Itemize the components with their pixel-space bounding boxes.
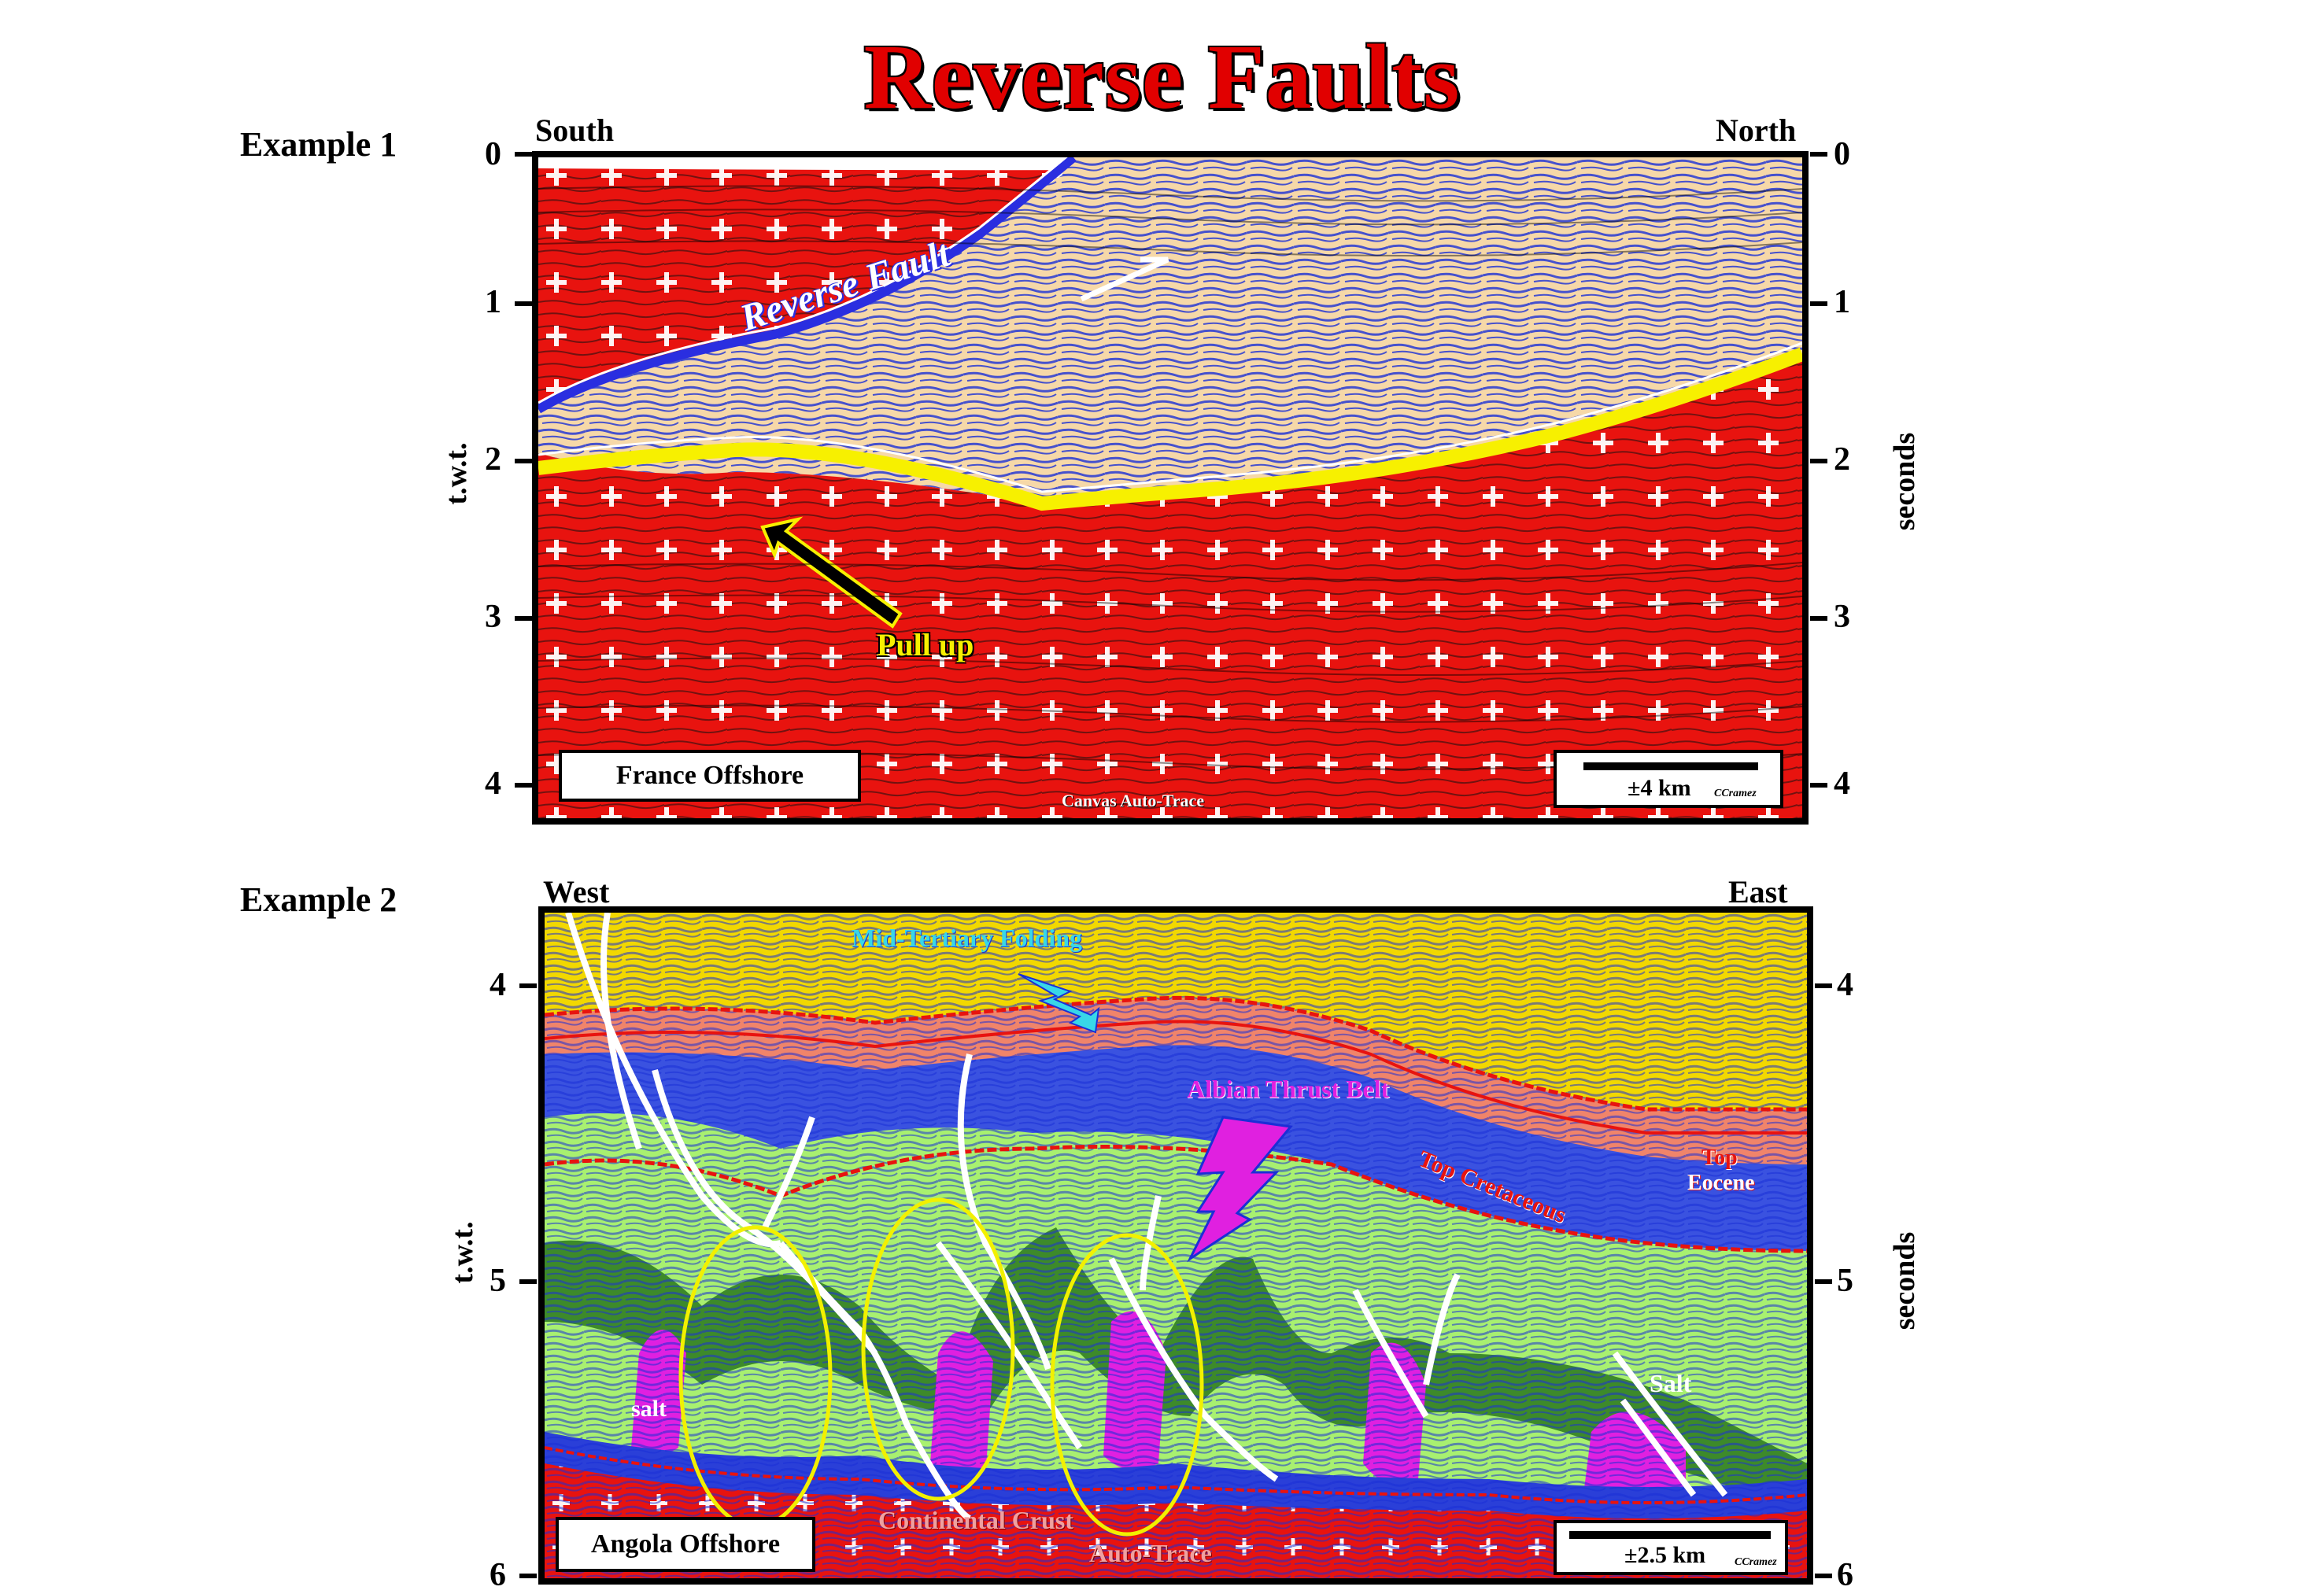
trace-label: Auto-Trace <box>1089 1539 1212 1567</box>
example-1-right-axis-title: seconds <box>1888 432 1921 531</box>
pull-up-arrow <box>760 516 903 629</box>
credit-label: CCramez <box>1714 788 1757 799</box>
scale-label: ±4 km <box>1628 775 1691 801</box>
tick-mark <box>519 1574 537 1578</box>
example-1-left-tick: 3 <box>485 599 501 635</box>
example-2-right-tick: 4 <box>1837 967 1853 1003</box>
example-2-left-axis-title: t.w.t. <box>446 1221 479 1284</box>
tick-mark <box>1810 301 1827 306</box>
example-2-seismic-panel: Mid-Tertiary Folding Albian Thrust Belt … <box>538 906 1813 1585</box>
example-2-left-direction: West <box>543 874 610 910</box>
example-1-left-tick: 4 <box>485 766 501 802</box>
tick-mark <box>1810 616 1827 621</box>
reverse-fault-line <box>538 157 1077 414</box>
example-2-right-tick: 5 <box>1837 1263 1853 1299</box>
pull-up-label: Pull up <box>877 627 974 662</box>
top-eocene-label-line2: Eocene <box>1687 1171 1755 1195</box>
example-2-left-tick: 5 <box>490 1263 506 1299</box>
example-1-right-tick: 1 <box>1834 284 1850 320</box>
tick-mark <box>1815 1279 1832 1284</box>
example-1-right-tick: 2 <box>1834 441 1850 478</box>
scale-box: ±2.5 km CCramez <box>1554 1520 1788 1575</box>
tick-mark <box>1815 1574 1832 1578</box>
example-2-right-tick: 6 <box>1837 1557 1853 1593</box>
trace-label: Canvas Auto-Trace <box>1062 791 1205 810</box>
slip-arrow <box>1080 256 1169 302</box>
example-1-left-direction: South <box>535 113 615 148</box>
scale-box: ±4 km CCramez <box>1554 750 1783 808</box>
tick-mark <box>515 783 532 788</box>
continental-crust-label: Continental Crust <box>878 1506 1074 1534</box>
top-cretaceous-horizon <box>545 1145 1807 1253</box>
salt-right-label: Salt <box>1650 1369 1692 1397</box>
folding-bolt-icon <box>1018 973 1100 1034</box>
tick-mark <box>515 616 532 621</box>
example-2-right-axis-title: seconds <box>1888 1231 1921 1330</box>
yellow-horizon <box>538 347 1802 511</box>
scale-bar <box>1583 762 1758 770</box>
scale-label: ±2.5 km <box>1624 1542 1706 1568</box>
example-1-left-tick: 0 <box>485 136 501 172</box>
example-2-label: Example 2 <box>240 880 397 919</box>
location-box: Angola Offshore <box>556 1517 815 1572</box>
example-1-right-tick: 3 <box>1834 599 1850 635</box>
tick-mark <box>1815 983 1832 988</box>
example-1-right-direction: North <box>1716 113 1797 148</box>
example-1-right-tick: 0 <box>1834 136 1850 172</box>
example-1-left-tick: 2 <box>485 441 501 478</box>
top-eocene-horizon <box>545 995 1807 1112</box>
page-title: Reverse Faults <box>863 25 1461 128</box>
mid-tertiary-folding-label: Mid-Tertiary Folding <box>852 924 1083 952</box>
example-2-right-direction: East <box>1728 874 1788 910</box>
example-1-left-tick: 1 <box>485 284 501 320</box>
tick-mark <box>1810 459 1827 463</box>
location-box: France Offshore <box>559 750 861 802</box>
scale-bar <box>1569 1531 1771 1539</box>
tick-mark <box>515 301 532 306</box>
thrust-bolt-icon <box>1187 1116 1293 1263</box>
example-1-seismic-panel: Reverse Fault Pull up Canvas Auto-Trace … <box>532 151 1809 825</box>
tick-mark <box>515 459 532 463</box>
credit-label: CCramez <box>1735 1556 1777 1568</box>
thrust-faults <box>565 913 1728 1522</box>
example-1-right-tick: 4 <box>1834 766 1850 802</box>
albian-thrust-belt-label: Albian Thrust Belt <box>1187 1075 1390 1103</box>
tick-mark <box>519 983 537 988</box>
top-eocene-label: Top <box>1701 1146 1738 1170</box>
tick-mark <box>519 1279 537 1284</box>
example-1-label: Example 1 <box>240 125 397 164</box>
salt-left-label: salt <box>631 1396 667 1422</box>
example-1-left-axis-title: t.w.t. <box>440 442 473 505</box>
example-2-left-tick: 4 <box>490 967 506 1003</box>
tick-mark <box>1810 152 1827 157</box>
tick-mark <box>515 152 532 157</box>
tick-mark <box>1810 783 1827 788</box>
example-2-left-tick: 6 <box>490 1557 506 1593</box>
